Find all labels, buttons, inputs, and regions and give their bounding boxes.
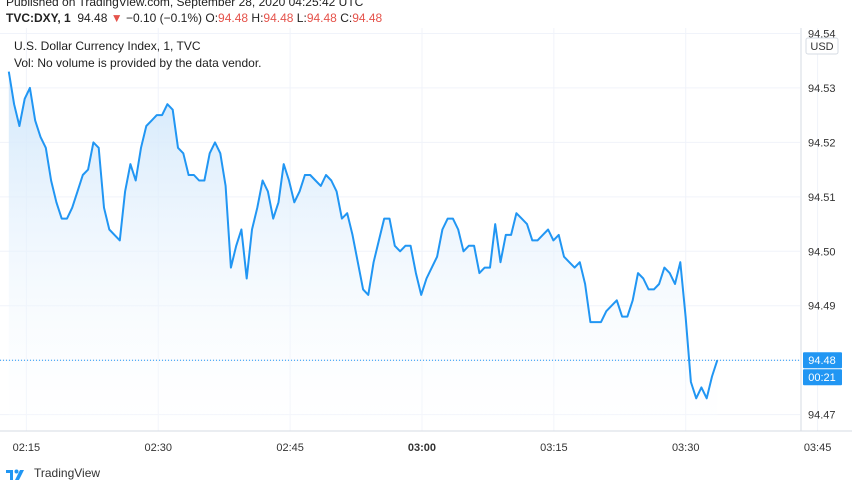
price-line <box>7 71 719 400</box>
time-tick-label: 03:15 <box>540 442 568 454</box>
price-tick-label: 94.47 <box>808 410 836 422</box>
open-value: 94.48 <box>218 11 249 25</box>
tradingview-logo[interactable]: TradingView <box>6 466 100 480</box>
time-tick-label: 02:15 <box>13 442 41 454</box>
ohlc-status-line: TVC:DXY, 1 94.48 ▼ −0.10 (−0.1%) O:94.48… <box>6 11 382 25</box>
time-tick-label: 03:45 <box>804 442 832 454</box>
price-tick-label: 94.52 <box>808 137 836 149</box>
change-value: −0.10 (−0.1%) <box>125 11 203 25</box>
price-tick-label: 94.53 <box>808 83 836 95</box>
time-tick-label: 02:45 <box>276 442 304 454</box>
currency-label: USD <box>810 41 833 53</box>
tradingview-brand: TradingView <box>34 466 101 480</box>
high-label: H: <box>251 11 264 25</box>
price-tick-label: 94.49 <box>808 301 836 313</box>
low-label: L: <box>296 11 307 25</box>
price-chart[interactable]: 94.47 94.48 94.49 94.50 94.51 94.52 94.53 94.54… <box>0 28 852 460</box>
tradingview-logo-icon <box>6 469 24 480</box>
open-label: O: <box>205 11 219 25</box>
time-tick-label: 03:00 <box>408 442 436 454</box>
area-fill <box>8 71 718 431</box>
time-tick-label: 02:30 <box>144 442 172 454</box>
last-price-tag: 94.48 00:21 <box>803 352 842 386</box>
volume-note: Vol: No volume is provided by the data v… <box>14 56 262 70</box>
down-triangle-icon: ▼ <box>110 11 123 25</box>
price-tick-label: 94.50 <box>808 246 836 258</box>
high-value: 94.48 <box>263 11 294 25</box>
published-caption: Published on TradingView.com, September … <box>6 0 364 9</box>
chart-legend-title: U.S. Dollar Currency Index, 1, TVC <box>14 39 201 53</box>
close-label: C: <box>340 11 353 25</box>
price-tick-label: 94.51 <box>808 192 836 204</box>
close-value: 94.48 <box>352 11 383 25</box>
time-axis[interactable]: 02:1502:3002:4503:0003:1503:3003:4504:00… <box>13 442 852 454</box>
last-price-value: 94.48 <box>77 11 108 25</box>
last-price-tag-value: 94.48 <box>808 355 836 367</box>
low-value: 94.48 <box>306 11 337 25</box>
time-tick-label: 03:30 <box>672 442 700 454</box>
currency-badge: USD <box>805 37 839 55</box>
symbol-label: TVC:DXY, 1 <box>6 11 71 25</box>
price-tick-label: 94.54 <box>808 28 836 40</box>
countdown-tag-value: 00:21 <box>808 372 836 384</box>
